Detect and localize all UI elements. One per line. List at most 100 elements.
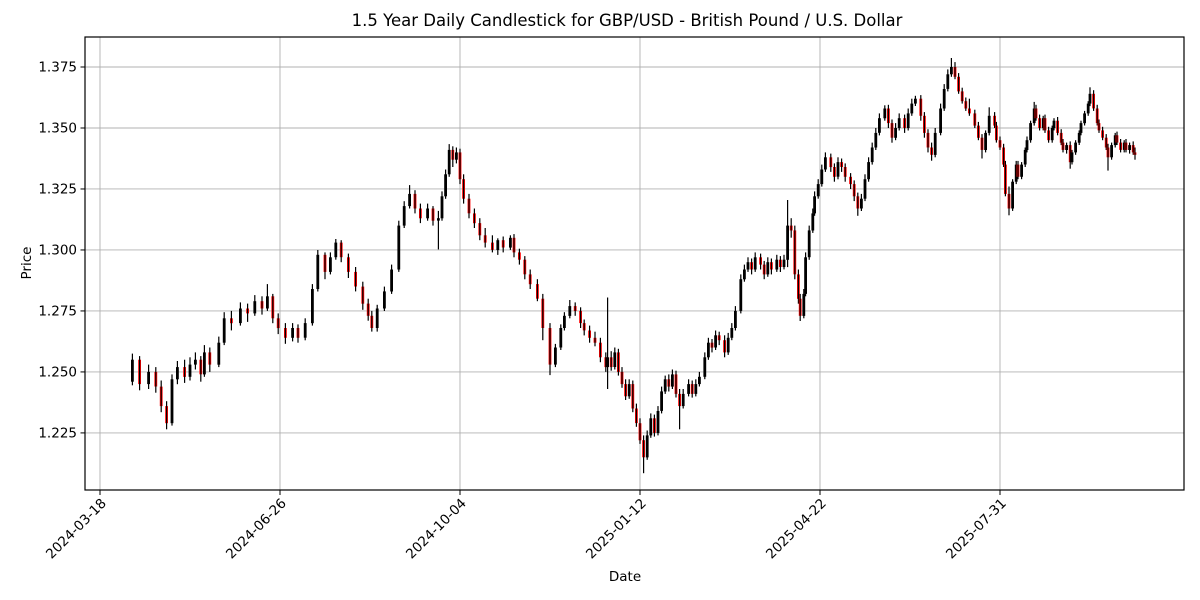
- candle-down: [458, 148, 462, 185]
- candle-down: [667, 374, 671, 392]
- candle-wick: [1024, 147, 1026, 167]
- candle-wick: [887, 104, 889, 128]
- candle-wick: [934, 128, 936, 158]
- candle-wick: [985, 130, 987, 153]
- candle-wick: [427, 203, 429, 221]
- candle-down: [582, 319, 586, 336]
- candle-down: [717, 331, 721, 346]
- candle-wick: [441, 191, 443, 221]
- candle-wick: [542, 293, 544, 341]
- candle-up: [253, 295, 257, 316]
- candle-up: [1113, 132, 1117, 148]
- candle-up: [1086, 101, 1090, 116]
- candle-wick: [947, 69, 949, 92]
- candle-down: [1056, 117, 1059, 136]
- candle-wick: [1114, 132, 1116, 148]
- candle-up: [606, 297, 609, 389]
- candle-up: [563, 312, 566, 331]
- candle-wick: [628, 379, 630, 399]
- candle-up: [437, 210, 440, 250]
- candle-up: [984, 130, 987, 153]
- candle-wick: [473, 208, 475, 228]
- candle-up: [383, 286, 386, 311]
- candle-wick: [549, 323, 551, 376]
- candle-down: [199, 356, 203, 382]
- candle-up: [1029, 120, 1032, 143]
- candle-up: [894, 123, 897, 141]
- candle-wick: [1098, 119, 1100, 133]
- candle-wick: [1078, 130, 1080, 145]
- candle-down: [856, 192, 860, 216]
- candle-down: [536, 279, 539, 302]
- candle-down: [260, 296, 264, 315]
- candle-wick: [1039, 114, 1041, 131]
- candle-wick: [968, 98, 970, 116]
- candle-wick: [491, 235, 493, 253]
- candle-down: [159, 380, 163, 413]
- candle-down: [413, 190, 417, 214]
- candle-wick: [403, 201, 405, 228]
- candle-up: [836, 157, 840, 180]
- candle-wick: [999, 136, 1001, 150]
- candle-up: [447, 144, 451, 177]
- candle-wick: [914, 95, 916, 106]
- candle-down: [1047, 126, 1050, 143]
- candle-wick: [904, 114, 906, 133]
- candle-up: [878, 113, 881, 136]
- candle-wick: [977, 121, 979, 141]
- candle-wick: [817, 179, 819, 199]
- candle-down: [462, 174, 465, 204]
- candle-down: [1034, 104, 1038, 121]
- candle-wick: [1066, 142, 1068, 154]
- candle-up: [1110, 142, 1113, 160]
- x-tick-label: 2024-03-18: [43, 496, 110, 563]
- candle-wick: [1069, 141, 1071, 169]
- candle-wick: [671, 369, 673, 389]
- candle-wick: [833, 163, 835, 182]
- candle-wick: [646, 430, 648, 460]
- candle-up: [266, 284, 269, 311]
- x-tick-label: 2025-01-12: [583, 496, 650, 563]
- candle-down: [1068, 141, 1072, 169]
- candle-up: [408, 185, 411, 209]
- candle-wick: [787, 200, 789, 268]
- candle-wick: [171, 374, 173, 426]
- candle-down: [843, 163, 847, 182]
- candle-wick: [1035, 104, 1037, 121]
- candle-wick: [635, 403, 637, 427]
- candle-up: [813, 191, 816, 216]
- candle-wick: [184, 359, 186, 383]
- candle-wick: [707, 337, 709, 360]
- candle-up: [1070, 149, 1074, 165]
- candle-wick: [770, 258, 772, 275]
- candle-wick: [632, 380, 634, 413]
- candle-up: [1052, 118, 1056, 131]
- candle-up: [906, 108, 910, 131]
- candle-down: [1061, 139, 1065, 153]
- candle-wick: [468, 193, 470, 219]
- candle-wick: [502, 236, 504, 253]
- candle-wick: [304, 318, 306, 341]
- candle-up: [942, 84, 946, 111]
- candle-down: [995, 121, 998, 143]
- candle-wick: [931, 142, 933, 161]
- candle-wick: [463, 174, 465, 204]
- candle-down: [638, 418, 642, 444]
- candle-wick: [574, 302, 576, 316]
- candle-wick: [189, 357, 191, 381]
- candle-wick: [432, 206, 434, 226]
- candle-wick: [367, 298, 369, 321]
- candle-wick: [724, 335, 726, 358]
- candle-down: [833, 163, 836, 182]
- candle-up: [775, 254, 779, 272]
- candle-wick: [1075, 140, 1077, 155]
- candle-down: [620, 367, 624, 388]
- candle-wick: [1062, 139, 1064, 153]
- candle-wick: [266, 284, 268, 311]
- candle-up: [222, 312, 226, 346]
- candle-up: [1014, 160, 1018, 185]
- candle-up: [734, 306, 737, 331]
- candle-wick: [988, 107, 990, 136]
- candle-up: [807, 225, 811, 260]
- candle-down: [1059, 129, 1063, 146]
